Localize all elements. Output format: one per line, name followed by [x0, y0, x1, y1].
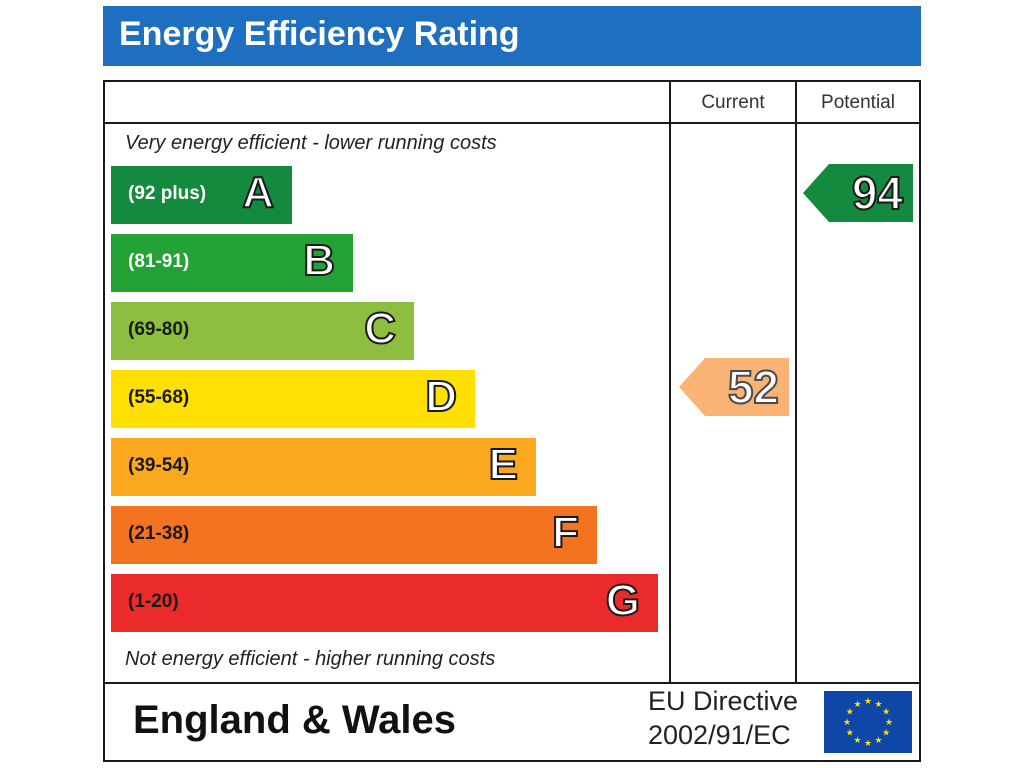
potential-rating-value: 94 [851, 166, 904, 220]
band-e-range: (39-54) [128, 455, 190, 476]
rating-frame: Current Potential Very energy efficient … [103, 80, 921, 762]
potential-rating-arrow: 94 [803, 164, 913, 222]
bottom-caption: Not energy efficient - higher running co… [125, 648, 496, 670]
top-caption: Very energy efficient - lower running co… [125, 132, 497, 154]
band-b-range: (81-91) [128, 251, 190, 272]
footer-divider [105, 682, 919, 684]
potential-divider [795, 82, 797, 684]
eu-star-icon: ★ [846, 707, 854, 717]
eu-star-icon: ★ [882, 707, 890, 717]
band-e-letter: E [488, 439, 519, 490]
band-d: (55-68) D [111, 370, 475, 428]
band-f-range: (21-38) [128, 523, 190, 544]
band-g-range: (1-20) [128, 591, 179, 612]
eu-star-icon: ★ [874, 699, 882, 709]
eu-star-icon: ★ [874, 735, 882, 745]
header-divider [105, 122, 919, 124]
band-c-letter: C [363, 303, 397, 354]
eu-star-icon: ★ [853, 699, 861, 709]
band-d-range: (55-68) [128, 387, 190, 408]
band-d-letter: D [424, 371, 458, 422]
band-a-range: (92 plus) [128, 183, 207, 204]
directive-line-1: EU Directive [648, 686, 799, 716]
directive-line-2: 2002/91/EC [648, 720, 791, 750]
eu-star-icon: ★ [864, 738, 872, 748]
potential-column-header: Potential [821, 92, 895, 113]
potential-arrow-polygon [803, 164, 913, 222]
band-b-letter: B [302, 235, 336, 286]
band-c-range: (69-80) [128, 319, 190, 340]
current-divider [669, 82, 671, 684]
eu-star-icon: ★ [843, 717, 851, 727]
eu-flag-icon: ★ ★ ★ ★ ★ ★ ★ ★ ★ ★ ★ ★ [824, 691, 912, 753]
current-rating-value: 52 [727, 360, 780, 414]
current-column-header: Current [701, 92, 765, 113]
current-rating-arrow: 52 [679, 358, 789, 416]
band-b: (81-91) B [111, 234, 353, 292]
band-g-letter: G [605, 575, 641, 626]
potential-arrow-shape [803, 164, 913, 222]
title-bar: Energy Efficiency Rating [103, 6, 921, 66]
band-f-letter: F [551, 507, 580, 558]
eu-star-icon: ★ [882, 728, 890, 738]
band-g: (1-20) G [111, 574, 658, 632]
region-label: England & Wales [133, 698, 457, 742]
chart-title: Energy Efficiency Rating [119, 15, 520, 53]
band-f: (21-38) F [111, 506, 597, 564]
band-a-letter: A [241, 167, 275, 218]
eu-directive: EU Directive 2002/91/EC [648, 684, 798, 752]
current-arrow-shape [679, 358, 789, 416]
band-c: (69-80) C [111, 302, 414, 360]
eu-star-icon: ★ [853, 735, 861, 745]
band-e: (39-54) E [111, 438, 536, 496]
eu-star-icon: ★ [864, 696, 872, 706]
current-arrow-polygon [679, 358, 789, 416]
eu-stars: ★ ★★★★★★★★★★★ [843, 696, 893, 748]
eu-star-icon: ★ [885, 717, 893, 727]
band-a: (92 plus) A [111, 166, 292, 224]
eu-star-icon: ★ [846, 728, 854, 738]
